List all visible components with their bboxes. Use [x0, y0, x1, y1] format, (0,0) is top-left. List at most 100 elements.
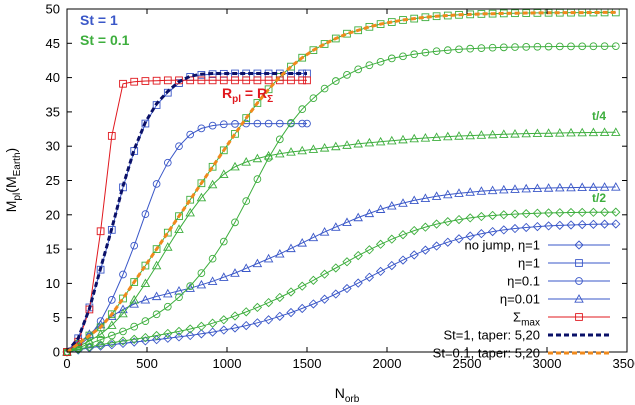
data-point-g_eta001: [465, 130, 475, 140]
data-point-r_sigmax: [197, 76, 206, 85]
data-point-b_eta01: [253, 119, 262, 128]
data-point-b_eta01: [298, 119, 307, 128]
data-point-g_eta001: [443, 131, 453, 141]
legend-label: St=1, taper: 5,20: [444, 328, 540, 343]
data-point-g_eta01: [533, 42, 542, 51]
data-point-r_sigmax: [163, 76, 172, 85]
legend-entry: no jump, η=1: [464, 238, 610, 253]
data-point-g_eta01: [152, 310, 161, 319]
data-point-g_eta1: [152, 245, 161, 253]
data-point-g_eta001: [286, 147, 296, 156]
data-point-g_nojump: [207, 318, 218, 328]
data-point-g_eta1: [163, 228, 172, 237]
legend-marker: [575, 313, 583, 321]
annotation-st1: St = 1: [80, 12, 118, 28]
data-point-b_eta001: [454, 188, 464, 197]
data-point-g_eta01: [253, 175, 262, 183]
data-point-g_eta001: [263, 150, 274, 160]
data-point-b_eta001: [611, 182, 621, 191]
data-point-b_eta01: [186, 130, 195, 139]
legend-label: η=1: [518, 256, 540, 271]
data-point-b_nojump: [599, 219, 610, 229]
data-point-r_sigmax: [253, 76, 262, 85]
data-point-g_nojump: [353, 250, 363, 261]
data-point-b_eta01: [231, 120, 239, 128]
data-point-g_eta01: [567, 42, 575, 51]
data-point-b_eta001: [431, 191, 442, 200]
y-tick-label: 15: [46, 242, 60, 257]
data-point-b_eta01: [303, 119, 311, 128]
data-point-b_eta01: [141, 210, 150, 218]
data-point-b_eta001: [230, 268, 240, 277]
data-point-b_eta001: [510, 184, 520, 193]
annotation-st01: St = 0.1: [80, 32, 130, 48]
data-point-g_nojump: [555, 208, 565, 218]
data-point-g_eta01: [399, 52, 407, 61]
data-point-b_eta01: [130, 241, 139, 250]
data-point-b_nojump: [555, 220, 565, 231]
legend-label: η=0.1: [507, 274, 540, 289]
data-point-g_eta001: [532, 128, 543, 138]
data-point-g_nojump: [599, 207, 610, 217]
data-point-r_sigmax: [107, 132, 116, 140]
data-point-g_nojump: [387, 234, 397, 244]
data-point-b_eta001: [286, 243, 296, 253]
data-point-g_eta01: [488, 43, 497, 52]
data-point-g_nojump: [331, 263, 341, 273]
data-point-g_nojump: [521, 208, 531, 219]
data-point-r_sigmax: [219, 76, 228, 85]
data-point-b_nojump: [263, 315, 274, 325]
x-tick-label: 1500: [293, 356, 322, 371]
data-point-r_sigmax: [96, 227, 105, 236]
x-tick-label: 1000: [213, 356, 242, 371]
data-point-b_nojump: [185, 330, 195, 341]
data-point-g_eta01: [499, 43, 508, 52]
data-point-b_nojump: [543, 221, 554, 231]
data-point-r_sigmax: [231, 76, 239, 85]
data-point-g_eta1: [231, 130, 239, 138]
data-point-b_eta001: [577, 182, 587, 192]
data-point-g_nojump: [185, 324, 195, 334]
data-point-b_nojump: [174, 332, 184, 342]
data-point-g_eta001: [319, 142, 330, 152]
legend-marker: [574, 294, 584, 303]
data-point-b_nojump: [443, 237, 453, 247]
data-point-b_nojump: [297, 303, 307, 314]
data-point-g_eta01: [107, 331, 116, 340]
data-point-g_eta01: [96, 335, 105, 344]
data-point-g_eta001: [588, 127, 599, 137]
data-point-r_sigmax: [303, 76, 311, 85]
data-point-g_eta001: [129, 294, 139, 304]
data-point-g_eta1: [432, 12, 441, 21]
data-point-g_eta1: [85, 331, 94, 340]
data-point-g_nojump: [95, 340, 106, 350]
y-tick-label: 40: [46, 70, 60, 85]
data-point-b_eta001: [499, 184, 509, 194]
series-line-g_nojump: [66, 211, 616, 353]
data-point-g_eta01: [443, 46, 452, 55]
series-line-orange_taper: [66, 10, 616, 354]
data-point-g_eta001: [398, 134, 408, 144]
data-point-g_eta001: [599, 127, 610, 136]
data-point-g_eta01: [544, 42, 553, 51]
data-point-g_eta01: [309, 94, 318, 103]
data-point-g_eta001: [476, 130, 487, 139]
legend-marker: [574, 240, 584, 250]
data-point-g_eta001: [331, 141, 341, 151]
data-point-b_eta001: [599, 182, 610, 191]
data-point-g_eta001: [196, 192, 207, 202]
data-point-g_eta001: [454, 131, 464, 140]
data-point-b_nojump: [286, 307, 296, 318]
y-tick-label: 20: [46, 207, 60, 222]
legend-marker: [575, 277, 583, 285]
data-point-b_nojump: [207, 327, 218, 337]
data-point-b_nojump: [510, 223, 520, 234]
data-point-b_nojump: [611, 219, 621, 229]
data-point-g_nojump: [308, 275, 319, 285]
data-point-b_nojump: [252, 318, 263, 328]
data-point-g_eta001: [230, 161, 240, 171]
data-point-b_nojump: [196, 329, 207, 339]
data-point-g_eta1: [219, 146, 228, 155]
legend-entry: St=1, taper: 5,20: [444, 328, 610, 343]
